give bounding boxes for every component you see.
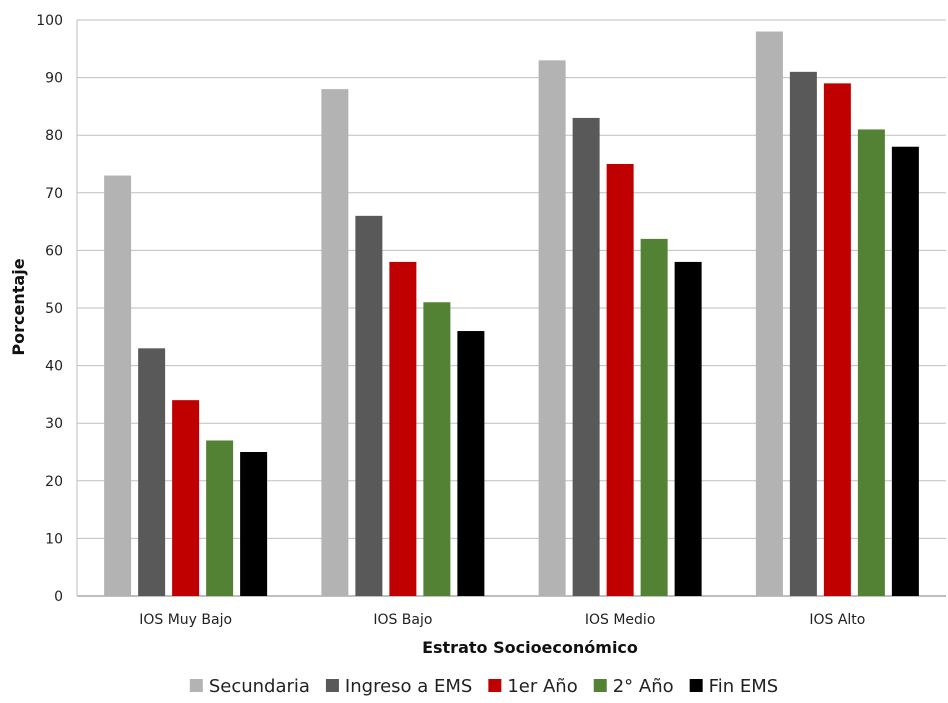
legend-item: Fin EMS <box>689 676 779 697</box>
bar <box>755 31 783 596</box>
legend-item: Secundaria <box>189 676 310 697</box>
y-tick-label: 50 <box>45 301 63 317</box>
bar <box>572 117 600 597</box>
bar <box>823 83 851 597</box>
y-tick-label: 20 <box>45 474 63 490</box>
x-tick-label: IOS Muy Bajo <box>139 612 232 628</box>
bar <box>538 60 566 596</box>
y-axis-title: Porcentaje <box>9 258 28 355</box>
y-axis-ticks: 0 10 20 30 40 50 60 70 80 90 100 <box>36 13 63 605</box>
y-tick-label: 60 <box>45 243 63 259</box>
y-tick-label: 100 <box>36 13 63 29</box>
y-tick-label: 90 <box>45 71 63 87</box>
legend: Secundaria Ingreso a EMS 1er Año 2° Año Fin … <box>189 676 779 697</box>
x-tick-label: IOS Medio <box>585 612 656 628</box>
x-tick-label: IOS Alto <box>809 612 865 628</box>
bar <box>321 89 349 597</box>
bar <box>891 146 919 596</box>
x-tick-label: IOS Bajo <box>373 612 432 628</box>
legend-label: Secundaria <box>209 676 310 697</box>
y-tick-label: 10 <box>45 531 63 547</box>
bar <box>355 215 383 596</box>
y-tick-label: 30 <box>45 416 63 432</box>
bar <box>423 302 451 596</box>
legend-item: 2° Año <box>593 676 674 697</box>
legend-item: 1er Año <box>488 676 578 697</box>
bar <box>104 175 132 596</box>
legend-label: 2° Año <box>613 676 674 697</box>
bar <box>606 164 634 596</box>
bar <box>138 348 166 596</box>
legend-item: Ingreso a EMS <box>325 676 472 697</box>
bar <box>389 261 417 596</box>
bar <box>457 331 485 596</box>
bar <box>789 71 817 597</box>
y-tick-label: 0 <box>54 589 63 605</box>
legend-swatch <box>189 679 203 692</box>
bar <box>240 452 268 596</box>
legend-label: Ingreso a EMS <box>345 676 472 697</box>
x-axis-title: Estrato Socioeconómico <box>422 638 638 657</box>
legend-label: Fin EMS <box>709 676 779 697</box>
legend-swatch <box>593 679 607 692</box>
bar <box>206 440 234 596</box>
x-axis-ticks: IOS Muy Bajo IOS Bajo IOS Medio IOS Alto <box>139 612 865 628</box>
legend-swatch <box>488 679 502 692</box>
y-tick-label: 70 <box>45 186 63 202</box>
bar <box>857 129 885 596</box>
legend-swatch <box>325 679 339 692</box>
y-tick-label: 80 <box>45 128 63 144</box>
bars <box>104 31 919 597</box>
legend-label: 1er Año <box>507 676 577 697</box>
y-tick-label: 40 <box>45 359 63 375</box>
bar <box>674 261 702 596</box>
bar <box>640 238 668 596</box>
legend-swatch <box>689 679 703 692</box>
bar <box>172 400 200 596</box>
